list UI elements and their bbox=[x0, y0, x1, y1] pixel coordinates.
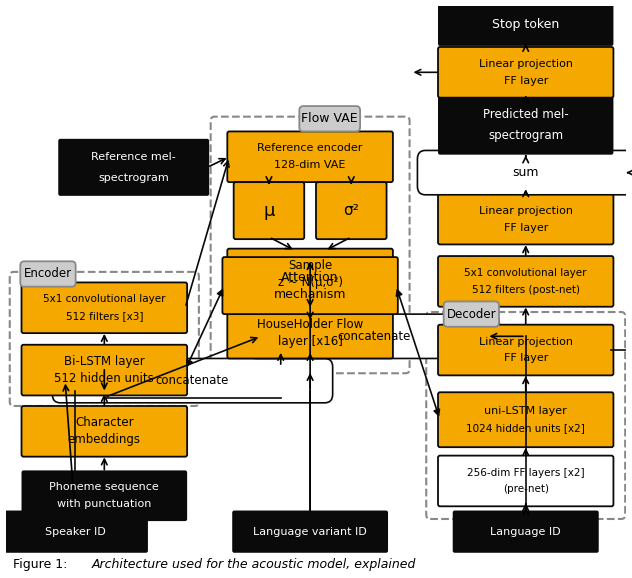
FancyBboxPatch shape bbox=[21, 283, 187, 333]
Text: concatenate: concatenate bbox=[156, 374, 229, 387]
FancyBboxPatch shape bbox=[438, 256, 614, 307]
FancyBboxPatch shape bbox=[438, 3, 614, 46]
Text: FF layer: FF layer bbox=[504, 76, 548, 86]
FancyBboxPatch shape bbox=[228, 131, 393, 182]
Text: Linear projection: Linear projection bbox=[478, 336, 573, 347]
FancyBboxPatch shape bbox=[234, 182, 304, 239]
Text: 128-dim VAE: 128-dim VAE bbox=[274, 160, 346, 171]
FancyBboxPatch shape bbox=[20, 261, 76, 287]
Text: Predicted mel-: Predicted mel- bbox=[483, 108, 569, 121]
Text: Flow VAE: Flow VAE bbox=[301, 112, 358, 125]
Text: HouseHolder Flow: HouseHolder Flow bbox=[257, 318, 363, 331]
Text: concatenate: concatenate bbox=[337, 330, 411, 343]
Text: 512 hidden units: 512 hidden units bbox=[54, 372, 154, 385]
FancyBboxPatch shape bbox=[2, 510, 148, 553]
FancyBboxPatch shape bbox=[316, 182, 387, 239]
Text: Encoder: Encoder bbox=[24, 268, 72, 280]
Text: z ~ N(μ,σ²): z ~ N(μ,σ²) bbox=[277, 276, 343, 289]
Text: mechanism: mechanism bbox=[274, 288, 346, 301]
Text: (pre-net): (pre-net) bbox=[502, 484, 549, 494]
Text: Attention: Attention bbox=[281, 271, 339, 284]
Text: uni-LSTM layer: uni-LSTM layer bbox=[484, 406, 567, 416]
FancyBboxPatch shape bbox=[417, 150, 632, 195]
FancyBboxPatch shape bbox=[438, 95, 614, 155]
Text: Speaker ID: Speaker ID bbox=[44, 527, 106, 536]
Text: 256-dim FF layers [x2]: 256-dim FF layers [x2] bbox=[467, 468, 585, 477]
Text: Phoneme sequence: Phoneme sequence bbox=[49, 482, 159, 492]
FancyBboxPatch shape bbox=[21, 406, 187, 457]
Text: FF layer: FF layer bbox=[504, 354, 548, 364]
FancyBboxPatch shape bbox=[228, 249, 393, 299]
Text: Language ID: Language ID bbox=[490, 527, 561, 536]
Text: 5x1 convolutional layer: 5x1 convolutional layer bbox=[465, 268, 587, 278]
FancyBboxPatch shape bbox=[52, 358, 332, 403]
Text: Reference mel-: Reference mel- bbox=[92, 152, 176, 162]
FancyBboxPatch shape bbox=[248, 314, 499, 358]
Text: sum: sum bbox=[513, 166, 539, 179]
FancyBboxPatch shape bbox=[453, 510, 599, 553]
FancyBboxPatch shape bbox=[228, 307, 393, 358]
Text: spectrogram: spectrogram bbox=[99, 173, 169, 183]
Text: Linear projection: Linear projection bbox=[478, 59, 573, 69]
FancyBboxPatch shape bbox=[222, 257, 398, 314]
Text: σ²: σ² bbox=[343, 203, 359, 218]
FancyBboxPatch shape bbox=[21, 344, 187, 395]
Text: Linear projection: Linear projection bbox=[478, 206, 573, 216]
FancyBboxPatch shape bbox=[438, 47, 614, 98]
Text: 512 filters (post-net): 512 filters (post-net) bbox=[471, 285, 580, 295]
Text: with punctuation: with punctuation bbox=[57, 499, 152, 509]
Text: Bi-LSTM layer: Bi-LSTM layer bbox=[64, 355, 145, 368]
Text: 5x1 convolutional layer: 5x1 convolutional layer bbox=[43, 294, 166, 305]
Text: Character: Character bbox=[75, 416, 133, 429]
Text: Decoder: Decoder bbox=[447, 307, 496, 321]
Text: Figure 1:: Figure 1: bbox=[13, 558, 67, 571]
Text: 512 filters [x3]: 512 filters [x3] bbox=[66, 311, 143, 321]
FancyBboxPatch shape bbox=[232, 510, 388, 553]
Text: 1024 hidden units [x2]: 1024 hidden units [x2] bbox=[466, 423, 585, 433]
Text: spectrogram: spectrogram bbox=[488, 129, 563, 142]
FancyBboxPatch shape bbox=[58, 139, 209, 196]
Text: Stop token: Stop token bbox=[492, 18, 559, 31]
Text: μ: μ bbox=[264, 202, 275, 220]
Text: Reference encoder: Reference encoder bbox=[257, 143, 363, 153]
Text: layer [x16]: layer [x16] bbox=[277, 335, 343, 348]
FancyBboxPatch shape bbox=[21, 470, 187, 521]
FancyBboxPatch shape bbox=[438, 392, 614, 447]
FancyBboxPatch shape bbox=[438, 194, 614, 244]
Text: Architecture used for the acoustic model, explained: Architecture used for the acoustic model… bbox=[92, 558, 416, 571]
Text: Sample: Sample bbox=[288, 259, 332, 272]
FancyBboxPatch shape bbox=[444, 302, 499, 327]
FancyBboxPatch shape bbox=[438, 325, 614, 375]
Text: Language variant ID: Language variant ID bbox=[253, 527, 367, 536]
Text: FF layer: FF layer bbox=[504, 223, 548, 232]
Text: embeddings: embeddings bbox=[68, 434, 141, 446]
FancyBboxPatch shape bbox=[438, 455, 614, 506]
FancyBboxPatch shape bbox=[300, 106, 360, 131]
